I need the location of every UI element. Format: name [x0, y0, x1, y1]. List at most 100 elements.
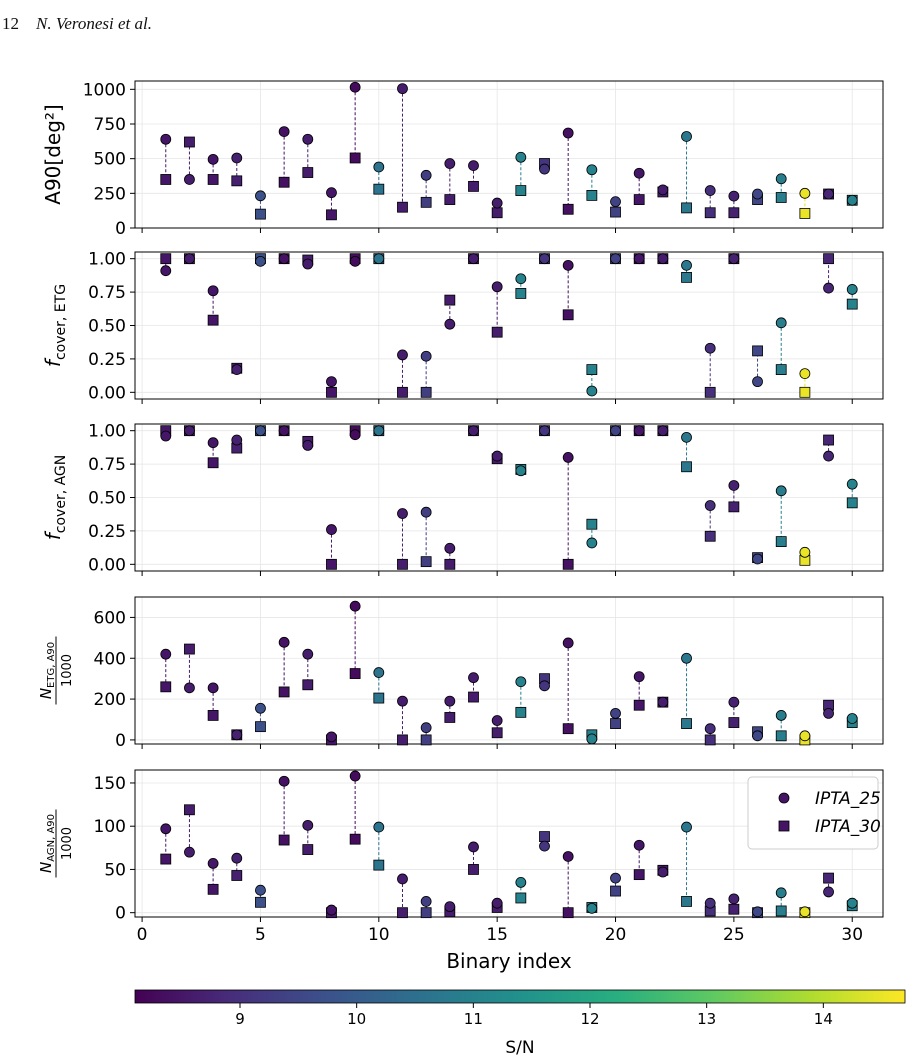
- point-ipta25: [468, 841, 479, 853]
- point-ipta25: [846, 194, 858, 206]
- point-ipta30: [562, 203, 574, 215]
- colorbar-tick-label: 13: [697, 1010, 716, 1028]
- point-ipta25: [562, 452, 574, 463]
- point-ipta25: [515, 676, 527, 688]
- x-tick-label: 25: [723, 925, 745, 945]
- point-ipta25: [562, 851, 574, 862]
- legend-marker-square: [778, 820, 790, 832]
- point-ipta30: [681, 271, 692, 283]
- point-ipta25: [775, 710, 787, 721]
- point-ipta30: [373, 183, 385, 195]
- point-ipta30: [302, 844, 314, 855]
- point-ipta25: [846, 284, 858, 295]
- point-ipta25: [562, 637, 574, 649]
- point-ipta25: [610, 872, 621, 884]
- point-ipta25: [231, 364, 243, 376]
- colorbar-tick-label: 10: [347, 1010, 366, 1028]
- point-ipta25: [207, 153, 219, 165]
- point-ipta25: [586, 902, 598, 914]
- y-tick-label: 0.00: [88, 383, 126, 403]
- point-ipta25: [728, 190, 740, 202]
- point-ipta25: [610, 253, 621, 265]
- page-header: 12 N. Veronesi et al.: [0, 0, 913, 40]
- colorbar: 9 10 11 12 13 14 S/N: [134, 989, 906, 1058]
- point-ipta30: [752, 345, 763, 357]
- panel-2: 0.00 0.25 0.50 0.75 1.00 fcover, ETG: [41, 250, 884, 404]
- y-axis-label: fcover, AGN: [41, 455, 69, 541]
- y-tick-label: 50: [104, 860, 126, 880]
- point-ipta25: [444, 158, 456, 169]
- y-axis-label: NETG, A90 1000: [37, 636, 75, 705]
- point-ipta25: [231, 852, 243, 864]
- point-ipta25: [160, 265, 172, 277]
- point-ipta25: [846, 478, 858, 490]
- y-tick-label: 400: [94, 649, 126, 669]
- point-ipta25: [633, 839, 645, 851]
- point-ipta25: [326, 376, 337, 388]
- point-ipta25: [302, 819, 314, 831]
- y-tick-label: 100: [94, 817, 126, 837]
- point-ipta25: [326, 731, 337, 743]
- point-ipta25: [397, 349, 408, 361]
- point-ipta25: [160, 648, 172, 660]
- point-ipta30: [444, 712, 456, 723]
- point-ipta25: [326, 524, 337, 535]
- point-ipta30: [491, 326, 503, 338]
- point-ipta25: [420, 722, 432, 734]
- point-ipta25: [278, 425, 290, 437]
- point-ipta25: [373, 425, 385, 437]
- plot-frame: [134, 769, 884, 918]
- x-tick-label: 20: [605, 925, 627, 945]
- point-ipta30: [207, 174, 219, 185]
- point-ipta25: [515, 465, 527, 477]
- svg-text:NETG, A90: NETG, A90: [37, 642, 57, 699]
- point-ipta25: [184, 174, 195, 185]
- point-ipta30: [468, 864, 479, 875]
- point-ipta25: [728, 480, 740, 491]
- point-ipta30: [515, 288, 527, 299]
- point-ipta25: [444, 901, 456, 913]
- y-tick-label: 0.00: [88, 555, 126, 575]
- point-ipta25: [444, 542, 456, 554]
- point-ipta25: [231, 729, 243, 741]
- point-ipta25: [633, 671, 645, 683]
- point-ipta30: [681, 896, 692, 907]
- point-ipta25: [657, 184, 669, 196]
- point-ipta25: [752, 730, 763, 742]
- y-tick-label: 500: [94, 150, 126, 170]
- point-ipta30: [823, 434, 834, 446]
- point-ipta30: [799, 208, 811, 219]
- point-ipta30: [586, 364, 598, 376]
- point-ipta30: [231, 175, 243, 187]
- point-ipta30: [586, 190, 598, 201]
- y-tick-label: 0: [115, 219, 126, 239]
- point-ipta25: [491, 450, 503, 462]
- point-ipta25: [657, 425, 669, 437]
- point-ipta25: [184, 425, 195, 437]
- y-axis-label: NAGN, A90 1000: [37, 809, 75, 878]
- point-ipta30: [610, 206, 621, 218]
- panel-1: 0 250 500 750 1000 A90[deg²]: [41, 80, 884, 239]
- running-head-authors: N. Veronesi et al.: [36, 14, 152, 33]
- point-ipta25: [397, 83, 408, 95]
- panel-4: 0 200 400 600 NETG, A90 1000: [37, 596, 884, 751]
- point-ipta30: [704, 530, 716, 542]
- point-ipta30: [349, 152, 361, 164]
- point-ipta25: [160, 430, 172, 442]
- colorbar-tick-label: 14: [814, 1010, 833, 1028]
- point-ipta30: [775, 905, 787, 917]
- point-ipta30: [397, 734, 408, 746]
- point-ipta25: [539, 425, 550, 437]
- point-ipta25: [515, 877, 527, 888]
- point-ipta25: [704, 723, 716, 735]
- point-ipta25: [586, 164, 598, 176]
- point-ipta30: [562, 723, 574, 735]
- point-ipta30: [420, 386, 432, 398]
- point-ipta25: [752, 906, 763, 918]
- point-ipta25: [846, 713, 858, 724]
- point-ipta25: [752, 553, 763, 565]
- point-ipta30: [823, 253, 834, 265]
- legend-box: [747, 776, 879, 850]
- point-ipta30: [846, 497, 858, 509]
- point-ipta25: [302, 133, 314, 145]
